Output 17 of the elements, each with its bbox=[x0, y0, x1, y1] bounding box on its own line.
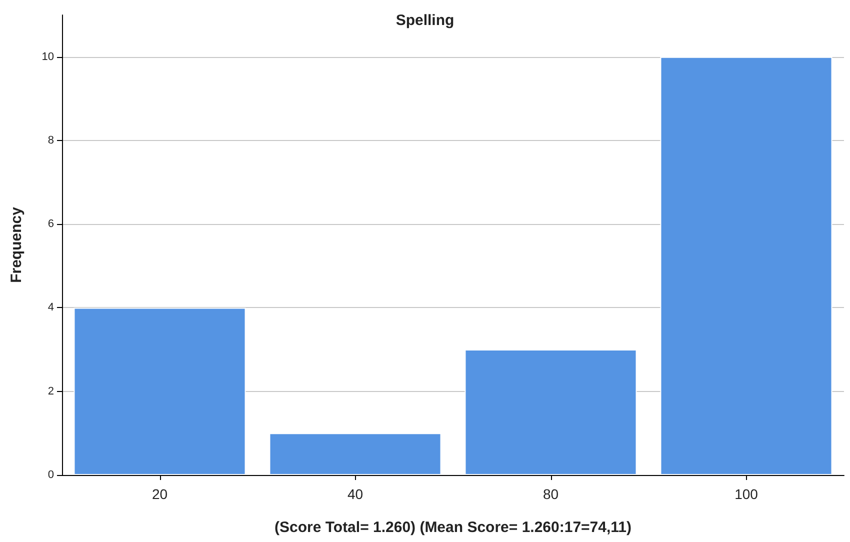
y-tick-label: 8 bbox=[48, 134, 54, 146]
x-axis-title: (Score Total= 1.260) (Mean Score= 1.260:17=74,11) bbox=[274, 519, 632, 536]
x-tick-label: 80 bbox=[542, 486, 559, 502]
y-tick-label: 0 bbox=[48, 469, 54, 481]
y-tick-label: 2 bbox=[48, 385, 54, 398]
y-tick-label: 4 bbox=[48, 302, 54, 314]
bar bbox=[660, 56, 832, 475]
y-tick-label: 6 bbox=[48, 218, 54, 230]
x-tick-label: 100 bbox=[734, 486, 758, 502]
bar bbox=[74, 308, 246, 475]
y-tick-label: 10 bbox=[42, 50, 54, 63]
x-tick-label: 20 bbox=[152, 486, 168, 502]
x-tick-label: 40 bbox=[347, 486, 364, 502]
bar bbox=[269, 433, 442, 475]
bar bbox=[464, 350, 637, 475]
chart-title: Spelling bbox=[396, 12, 454, 29]
y-axis-title: Frequency bbox=[8, 206, 25, 283]
